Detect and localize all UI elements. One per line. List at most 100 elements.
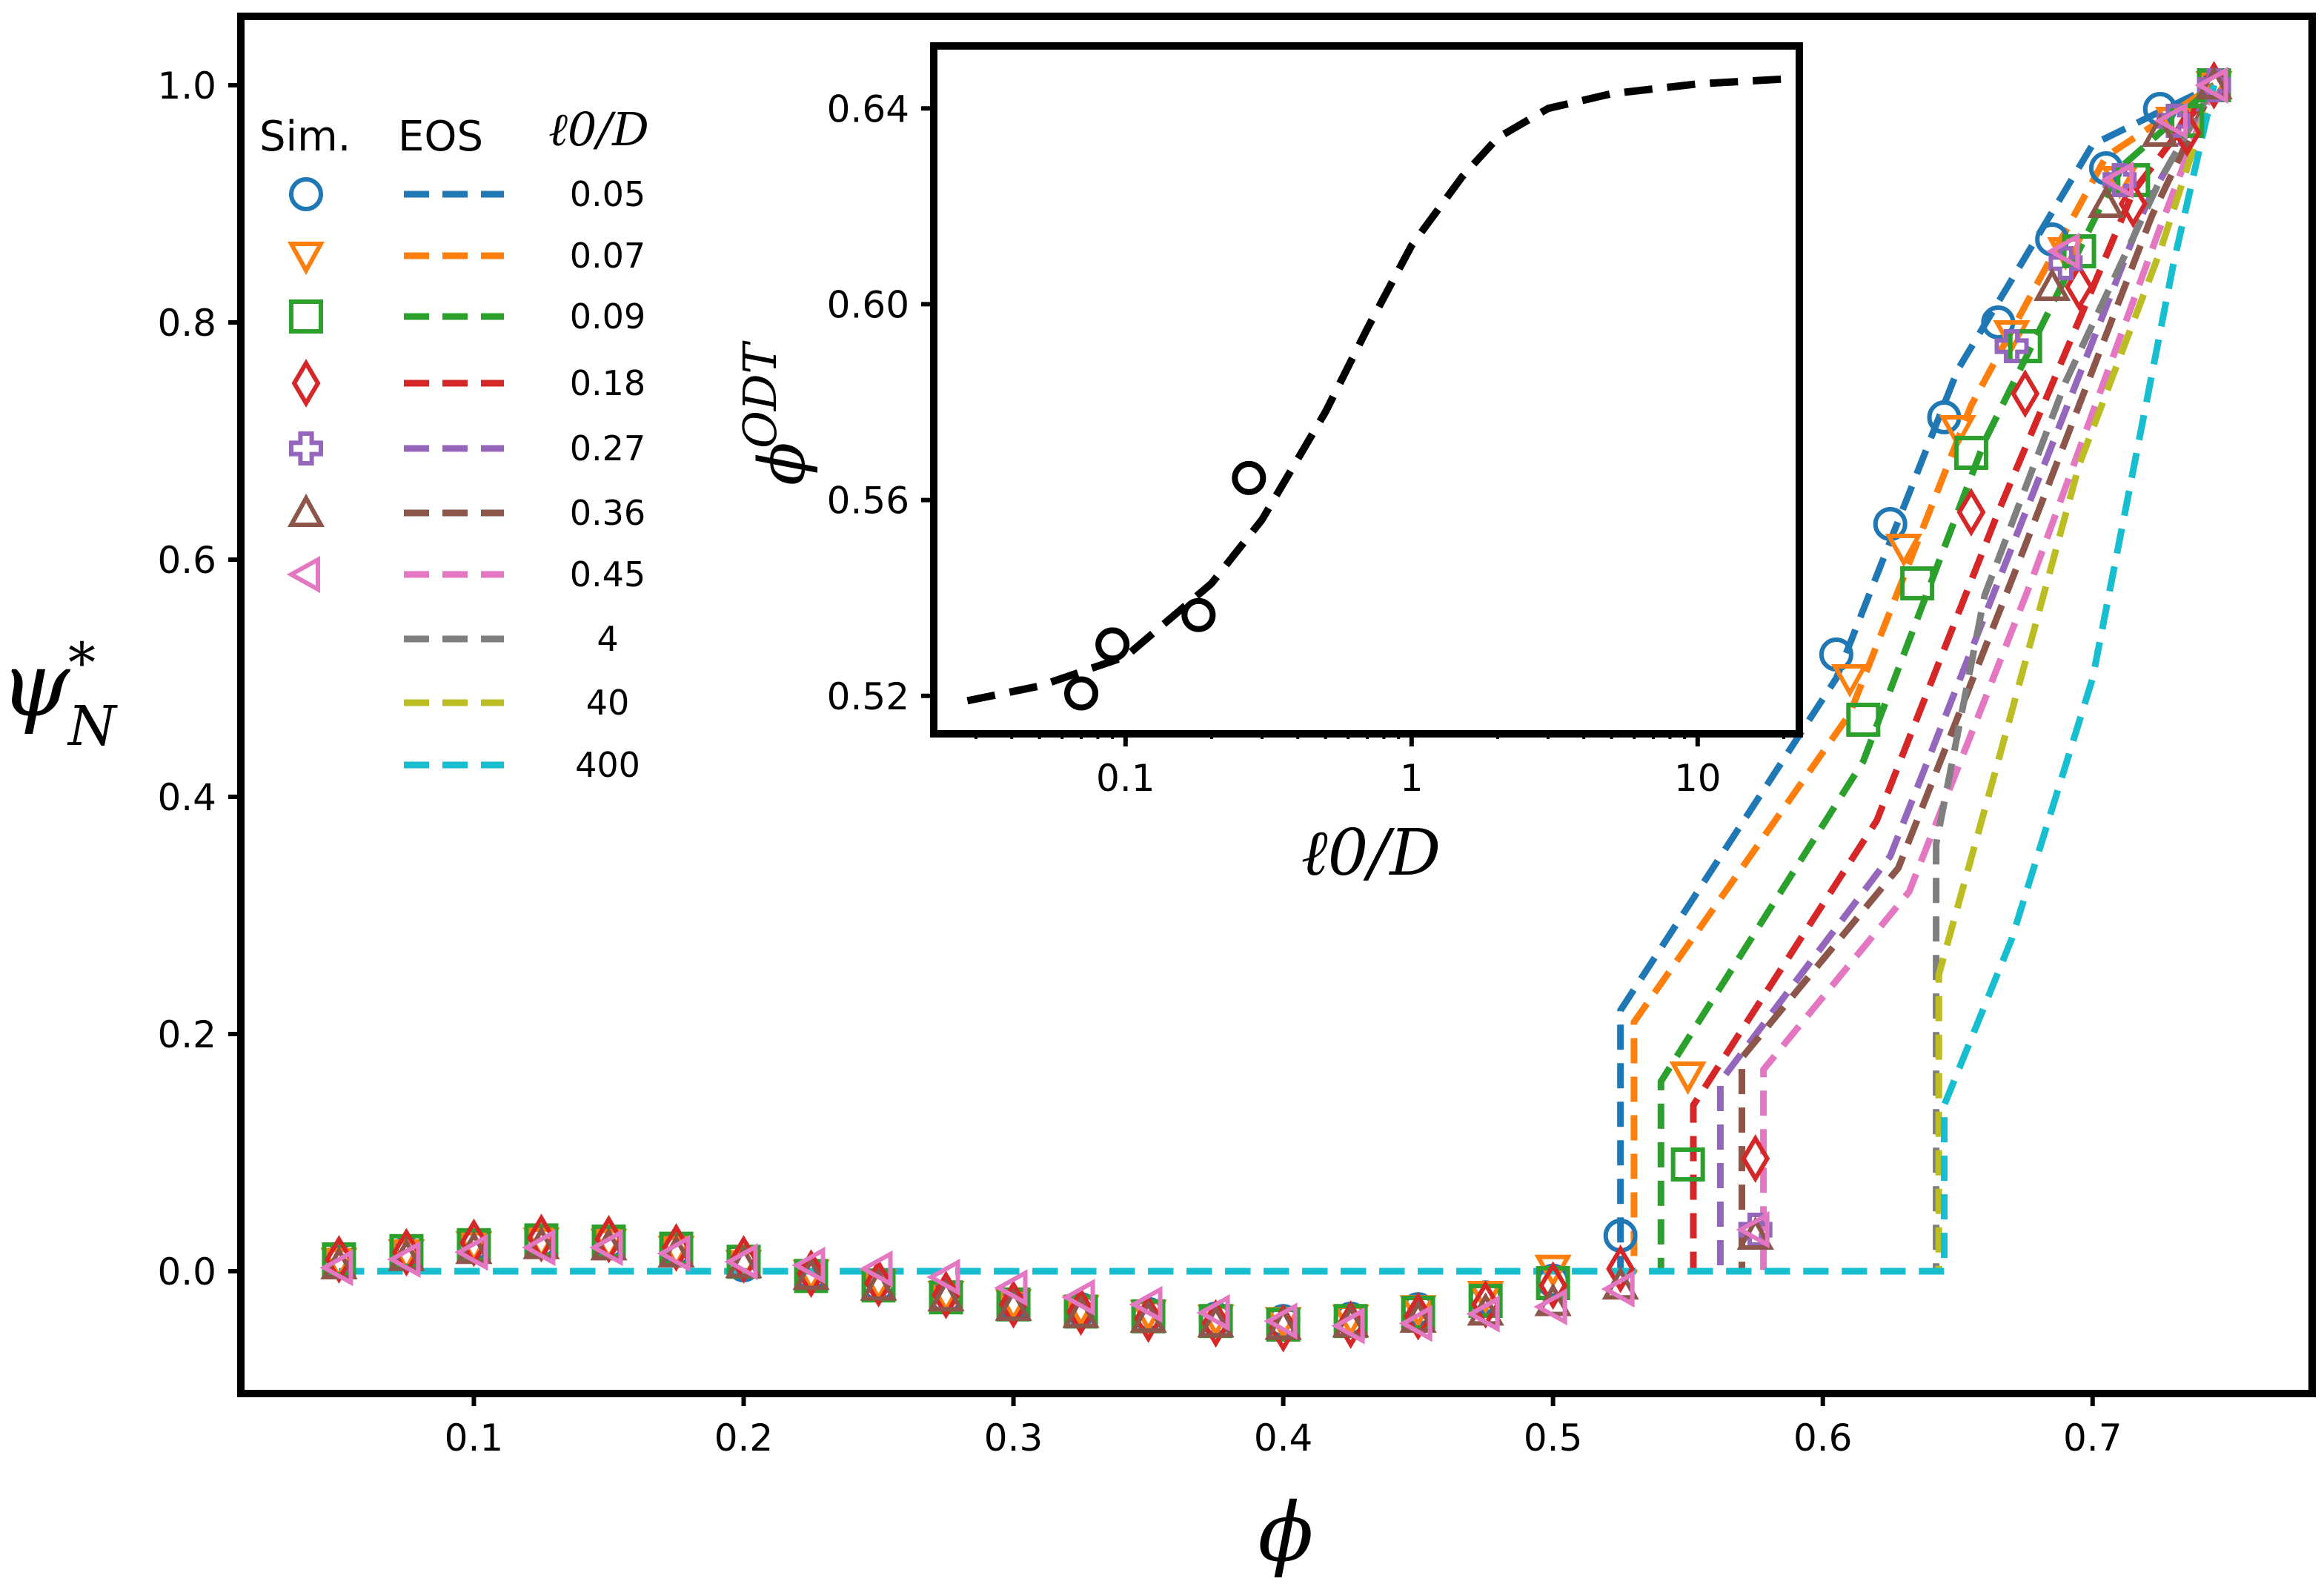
inset-y-tick-label: 0.64 [827,87,909,130]
sim-point-0.27 [2048,246,2083,280]
sim-point-0.07 [1939,415,1976,449]
main-x-tick-label: 0.7 [2063,1417,2122,1460]
legend-label-0.05: 0.05 [570,174,645,214]
inset-y-tick-label: 0.52 [827,675,909,718]
sim-point-0.36 [725,1245,763,1279]
main-x-tick-label: 0.3 [984,1417,1043,1460]
main-axes-ticks: 0.1 0.2 0.3 0.4 0.5 0.6 0.7 0.0 0.2 0.4 0.6 0.8 1.0 [157,64,2122,1460]
sim-point-0.27 [1994,329,2029,363]
legend-label-0.18: 0.18 [570,363,645,403]
sim-point-0.09 [1900,566,1935,600]
svg-text:ODT: ODT [733,339,787,448]
main-x-tick-label: 0.4 [1254,1417,1313,1460]
legend-header-sim: Sim. [259,113,351,161]
main-y-axis-label: ψ * N [0,632,118,758]
sim-point-0.45 [994,1269,1028,1307]
legend-label-0.36: 0.36 [570,493,645,533]
sim-point-0.07 [1669,1061,1707,1096]
sim-point-0.18 [864,1259,894,1308]
sim-point-0.45 [1196,1293,1230,1332]
legend-marker-0.18 [291,359,321,408]
sim-point-0.18 [1606,1244,1636,1293]
legend-marker-0.36 [287,493,325,527]
sim-point-0.36 [1062,1294,1100,1328]
legend-marker-0.07 [287,242,325,276]
legend-label-0.09: 0.09 [570,296,645,337]
sim-point-0.45 [2194,66,2228,105]
sim-point-0.36 [2034,267,2071,301]
sim-point-0.45 [2046,232,2080,271]
legend-label-4: 4 [597,619,618,659]
legend-marker-0.09 [289,299,323,334]
inset-y-tick-label: 0.60 [827,283,909,326]
sim-point-0.45 [454,1233,488,1271]
main-plot-frame [237,13,2316,1397]
sim-point-0.36 [657,1233,695,1268]
inset-sim-point [1181,597,1216,632]
main-y-tick-label: 0.2 [157,1013,216,1056]
legend: Sim. EOS ℓ0/D 0.050.070.090.180.270.360.… [259,102,649,785]
sim-point-0.45 [1533,1288,1567,1326]
inset-sim-point [1095,627,1130,662]
svg-text:*: * [68,632,96,695]
inset-x-tick-label: 0.1 [1096,757,1155,800]
inset-data [966,75,1784,711]
sim-point-0.36 [927,1278,965,1312]
sim-point-0.45 [1398,1305,1432,1342]
main-y-tick-label: 0.0 [157,1250,216,1293]
sim-point-0.09 [1953,436,1988,470]
sim-point-0.45 [791,1246,826,1285]
sim-point-0.45 [1736,1210,1770,1249]
sim-point-0.36 [792,1256,830,1291]
legend-header-eos: EOS [398,113,483,161]
sim-point-0.45 [1466,1295,1500,1333]
legend-label-0.07: 0.07 [570,236,645,276]
inset-eos-curve [966,75,1784,705]
svg-text:N: N [67,695,118,758]
legend-label-0.45: 0.45 [570,554,645,594]
main-x-tick-label: 0.6 [1793,1417,1853,1460]
sim-point-0.07 [1831,664,1869,698]
legend-label-400: 400 [575,745,640,785]
legend-marker-0.05 [289,177,323,211]
inset-y-tick-label: 0.56 [827,480,909,523]
sim-point-0.45 [1061,1279,1095,1316]
sim-point-0.45 [1331,1307,1365,1345]
sim-point-0.09 [1670,1147,1705,1182]
sim-point-0.36 [2141,113,2179,147]
main-eos-lines [339,82,2217,1275]
sim-point-0.18 [2011,369,2040,418]
sim-point-0.36 [995,1287,1032,1321]
main-x-tick-label: 0.2 [714,1417,774,1460]
eos-line-400 [339,85,2217,1275]
sim-point-0.45 [319,1249,353,1287]
sim-point-0.27 [2156,104,2191,138]
sim-point-0.45 [657,1234,691,1273]
inset-plot-frame [930,42,1803,738]
sim-series-0.45 [319,66,2228,1345]
sim-point-0.18 [729,1235,758,1284]
legend-marker-0.45 [286,555,320,594]
inset-chart: 0.1 1 10 0.52 0.56 0.60 0.64 ℓ0/D ϕ ODT [733,42,1803,890]
svg-text:ϕ: ϕ [746,442,820,486]
main-x-axis-label: ϕ [1258,1485,1314,1580]
legend-rows: 0.05 0.07 0.09 0.18 0.27 0.36 0.45 4 40 400 [286,174,645,785]
legend-label-40: 40 [586,683,630,723]
inset-x-tick-label: 1 [1400,757,1424,800]
sim-point-0.45 [724,1243,758,1281]
sim-point-0.45 [2154,102,2188,140]
main-x-tick-label: 0.1 [445,1417,504,1460]
sim-point-0.36 [2195,65,2233,99]
main-x-tick-label: 0.5 [1524,1417,1583,1460]
sim-point-0.45 [589,1228,623,1267]
sim-point-0.36 [860,1267,897,1301]
inset-sim-point [1232,460,1266,495]
sim-point-0.45 [859,1250,893,1288]
sim-point-0.18 [999,1279,1029,1329]
sim-point-0.45 [1264,1302,1298,1340]
sim-point-0.45 [522,1228,556,1267]
sim-point-0.45 [1601,1270,1635,1308]
sim-point-0.18 [1336,1300,1366,1349]
sim-point-0.18 [1066,1287,1096,1336]
